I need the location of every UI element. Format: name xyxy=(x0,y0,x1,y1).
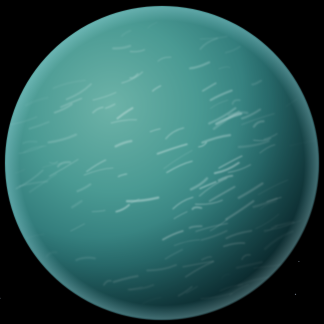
atmosphere-rim xyxy=(4,5,320,321)
starfield xyxy=(0,261,300,299)
star xyxy=(298,261,300,263)
star xyxy=(0,297,1,299)
star xyxy=(294,293,297,295)
